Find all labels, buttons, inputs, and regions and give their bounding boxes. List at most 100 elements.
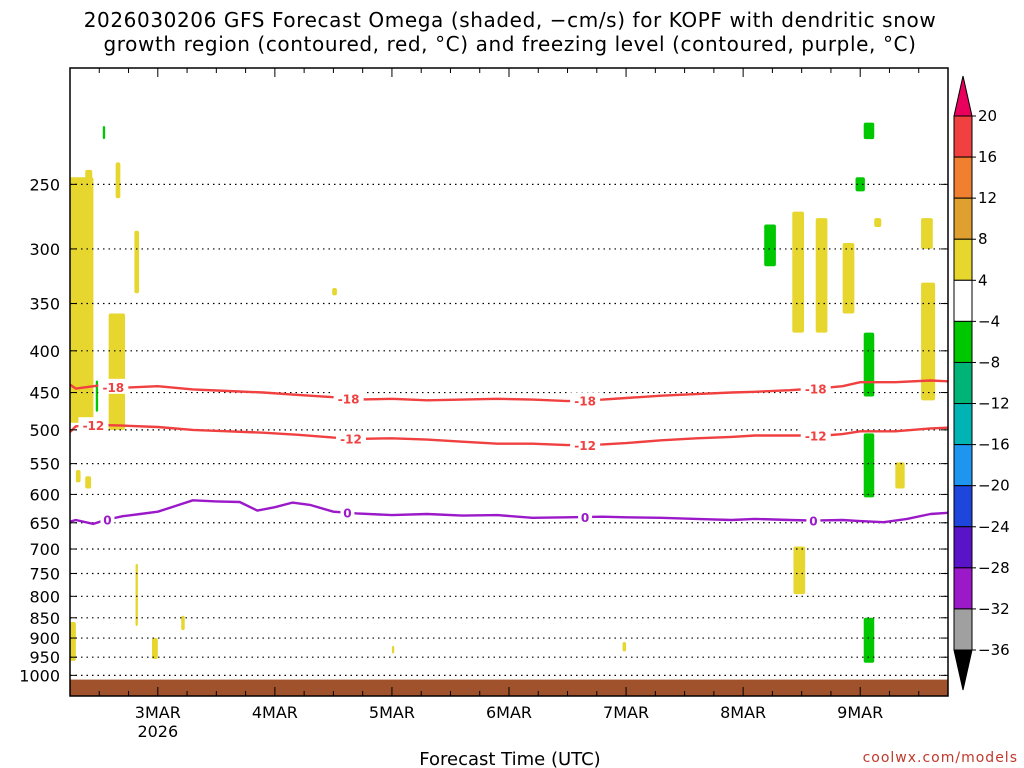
y-tick-label-950: 950 [29,648,60,667]
colorbar-tick-label-6: −4 [978,312,1000,330]
colorbar-box-10 [953,485,973,528]
colorbar-tick-label-10: −20 [978,477,1010,495]
y-tick-label-400: 400 [29,342,60,361]
contour-label-bg [333,390,364,406]
omega-shade-10 [181,615,185,631]
omega-shade-30 [102,125,106,140]
y-tick-label-1000: 1000 [19,666,60,685]
colorbar-box-1 [953,115,973,158]
y-tick-label-300: 300 [29,240,60,259]
y-tick-label-550: 550 [29,455,60,474]
omega-shade-23 [764,224,776,267]
colorbar-bottom-arrow [953,649,973,691]
colorbar-tick-label-1: 20 [978,107,997,125]
title-line-2: growth region (contoured, red, °C) and f… [103,32,916,56]
colorbar-box-12 [953,567,973,610]
omega-shade-13 [815,218,828,333]
x-tick-label-9MAR: 9MAR [837,703,883,722]
omega-shade-3 [134,230,140,294]
x-tick-label-4MAR: 4MAR [252,703,298,722]
colorbar-box-2 [953,156,973,199]
omega-shade-25 [855,177,865,192]
contour-label-1-3: -18 [574,394,596,408]
colorbar-tick-label-14: −36 [978,641,1010,659]
y-tick-label-250: 250 [29,175,60,194]
omega-shade-18 [895,462,905,489]
colorbar-box-4 [953,238,973,281]
contour-label-bg [806,512,821,528]
omega-shade-20 [135,563,138,627]
y-tick-label-750: 750 [29,564,60,583]
x-tick-label-8MAR: 8MAR [720,703,766,722]
contour-label-bg [98,378,129,394]
x-tick-label-5MAR: 5MAR [369,703,415,722]
contour-label-2-3: -12 [574,439,596,453]
omega-shade-21 [622,641,627,652]
omega-shade-22 [391,645,395,654]
omega-shade-28 [863,617,875,663]
colorbar-box-5 [953,279,973,322]
contour-label-bg [78,417,109,433]
y-tick-label-700: 700 [29,540,60,559]
y-axis: 2503003504004505005506006507007508008509… [19,175,948,685]
plot-area: -18 -18 -18 -18 -12 -12 -12 -12 0 0 0 0 [69,67,949,697]
colorbar-box-6 [953,320,973,363]
title-line-1: 2026030206 GFS Forecast Omega (shaded, −… [84,8,937,32]
contour-label-1-2: -18 [338,393,360,407]
contour-label-2-1: -12 [83,419,105,433]
contour-label-3-3: 0 [581,511,589,525]
colorbar-legend: 20 16 12 8 4 −4 −8 −12 −16 −20 −24 −28 −32 −36 [953,75,1010,691]
x-tick-sublabel-2026: 2026 [137,722,178,741]
y-tick-label-650: 650 [29,514,60,533]
omega-shade-19 [793,546,806,595]
contour-label-2-4: -12 [805,429,827,443]
colorbar-tick-label-2: 16 [978,148,997,166]
y-tick-label-450: 450 [29,384,60,403]
contour-label-bg [340,504,355,520]
colorbar-box-8 [953,403,973,446]
contour-label-3-1: 0 [103,514,111,528]
omega-shade-8 [70,621,76,661]
y-tick-label-350: 350 [29,295,60,314]
x-tick-label-7MAR: 7MAR [603,703,649,722]
contour-label-1-4: -18 [805,382,827,396]
omega-shade-6 [75,469,81,483]
credit-text: coolwx.com/models [863,750,1018,766]
contour-label-bg [578,509,593,525]
contour-label-bg [335,430,366,446]
colorbar-tick-label-4: 8 [978,230,988,248]
contour-label-bg [570,436,601,452]
colorbar-tick-label-5: 4 [978,271,988,289]
x-tick-label-6MAR: 6MAR [486,703,532,722]
colorbar-box-3 [953,197,973,240]
omega-shade-15 [874,218,882,228]
omega-shade-1 [70,177,94,423]
omega-shade-16 [921,218,933,249]
colorbar-tick-label-8: −12 [978,395,1010,413]
contour-label-3-2: 0 [343,507,351,521]
omega-shade-9 [151,638,158,660]
y-tick-label-600: 600 [29,485,60,504]
contour-label-bg [100,511,115,527]
x-tick-label-3MAR: 3MAR [135,703,181,722]
colorbar-top-arrow [953,75,973,117]
colorbar-box-7 [953,361,973,405]
colorbar-tick-label-9: −16 [978,436,1010,454]
y-tick-label-800: 800 [29,587,60,606]
omega-shade-24 [863,122,875,140]
colorbar-box-11 [953,526,973,569]
omega-shade-2 [108,313,126,430]
colorbar-tick-label-13: −32 [978,600,1010,618]
omega-shade-5 [115,162,121,199]
colorbar-tick-label-7: −8 [978,353,1000,371]
omega-shade-17 [921,282,936,401]
colorbar-tick-label-3: 12 [978,189,997,207]
omega-shade-7 [85,476,92,489]
y-tick-label-500: 500 [29,421,60,440]
contour-label-bg [800,427,831,443]
colorbar-tick-label-12: −28 [978,559,1010,577]
omega-shade-26 [863,332,875,397]
omega-shade-29 [95,380,99,412]
